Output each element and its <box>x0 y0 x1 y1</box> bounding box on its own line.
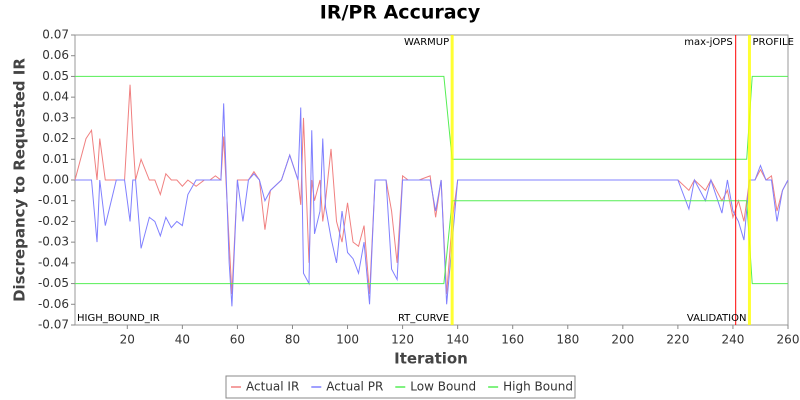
corner-label: HIGH_BOUND_IR <box>77 313 160 324</box>
x-tick-label: 20 <box>120 333 135 347</box>
y-tick-label: -0.03 <box>38 235 69 249</box>
y-tick-label: -0.05 <box>38 276 69 290</box>
legend-label: Actual IR <box>246 380 299 394</box>
x-tick-label: 60 <box>230 333 245 347</box>
marker-label: WARMUP <box>404 37 449 48</box>
chart-title: IR/PR Accuracy <box>320 2 481 24</box>
y-tick-label: -0.01 <box>38 193 69 207</box>
legend-label: Actual PR <box>326 380 383 394</box>
x-tick-label: 220 <box>666 333 689 347</box>
x-tick-label: 140 <box>446 333 469 347</box>
legend-label: High Bound <box>503 380 573 394</box>
legend-label: Low Bound <box>410 380 476 394</box>
marker-label: PROFILE <box>752 37 793 48</box>
x-tick-label: 180 <box>556 333 579 347</box>
y-tick-label: 0.05 <box>42 69 69 83</box>
marker-label: max-jOPS <box>684 37 732 48</box>
series-line <box>74 84 789 294</box>
marker-label: RT_CURVE <box>398 313 449 324</box>
plot-area <box>74 34 789 326</box>
y-tick-label: 0.00 <box>42 173 69 187</box>
y-tick-label: -0.06 <box>38 297 69 311</box>
x-tick-label: 240 <box>721 333 744 347</box>
x-tick-label: 260 <box>777 333 800 347</box>
marker-label: VALIDATION <box>687 313 747 324</box>
y-tick-label: 0.06 <box>42 48 69 62</box>
series-line <box>75 75 788 160</box>
y-tick-label: -0.04 <box>38 255 69 269</box>
x-axis-title: Iteration <box>394 350 468 368</box>
y-tick-label: -0.07 <box>38 318 69 332</box>
x-tick-label: 160 <box>501 333 524 347</box>
x-tick-label: 120 <box>391 333 414 347</box>
y-tick-label: 0.01 <box>42 152 69 166</box>
y-tick-label: 0.04 <box>42 90 69 104</box>
series-line <box>75 103 789 307</box>
y-tick-label: 0.03 <box>42 110 69 124</box>
x-tick-label: 100 <box>336 333 359 347</box>
series-line <box>75 200 788 285</box>
x-tick-label: 40 <box>175 333 190 347</box>
x-tick-label: 200 <box>611 333 634 347</box>
y-tick-label: 0.02 <box>42 131 69 145</box>
y-axis-title: Discrepancy to Requested IR <box>11 58 29 302</box>
x-tick-label: 80 <box>285 333 300 347</box>
y-tick-label: -0.02 <box>38 214 69 228</box>
y-tick-label: 0.07 <box>42 28 69 42</box>
